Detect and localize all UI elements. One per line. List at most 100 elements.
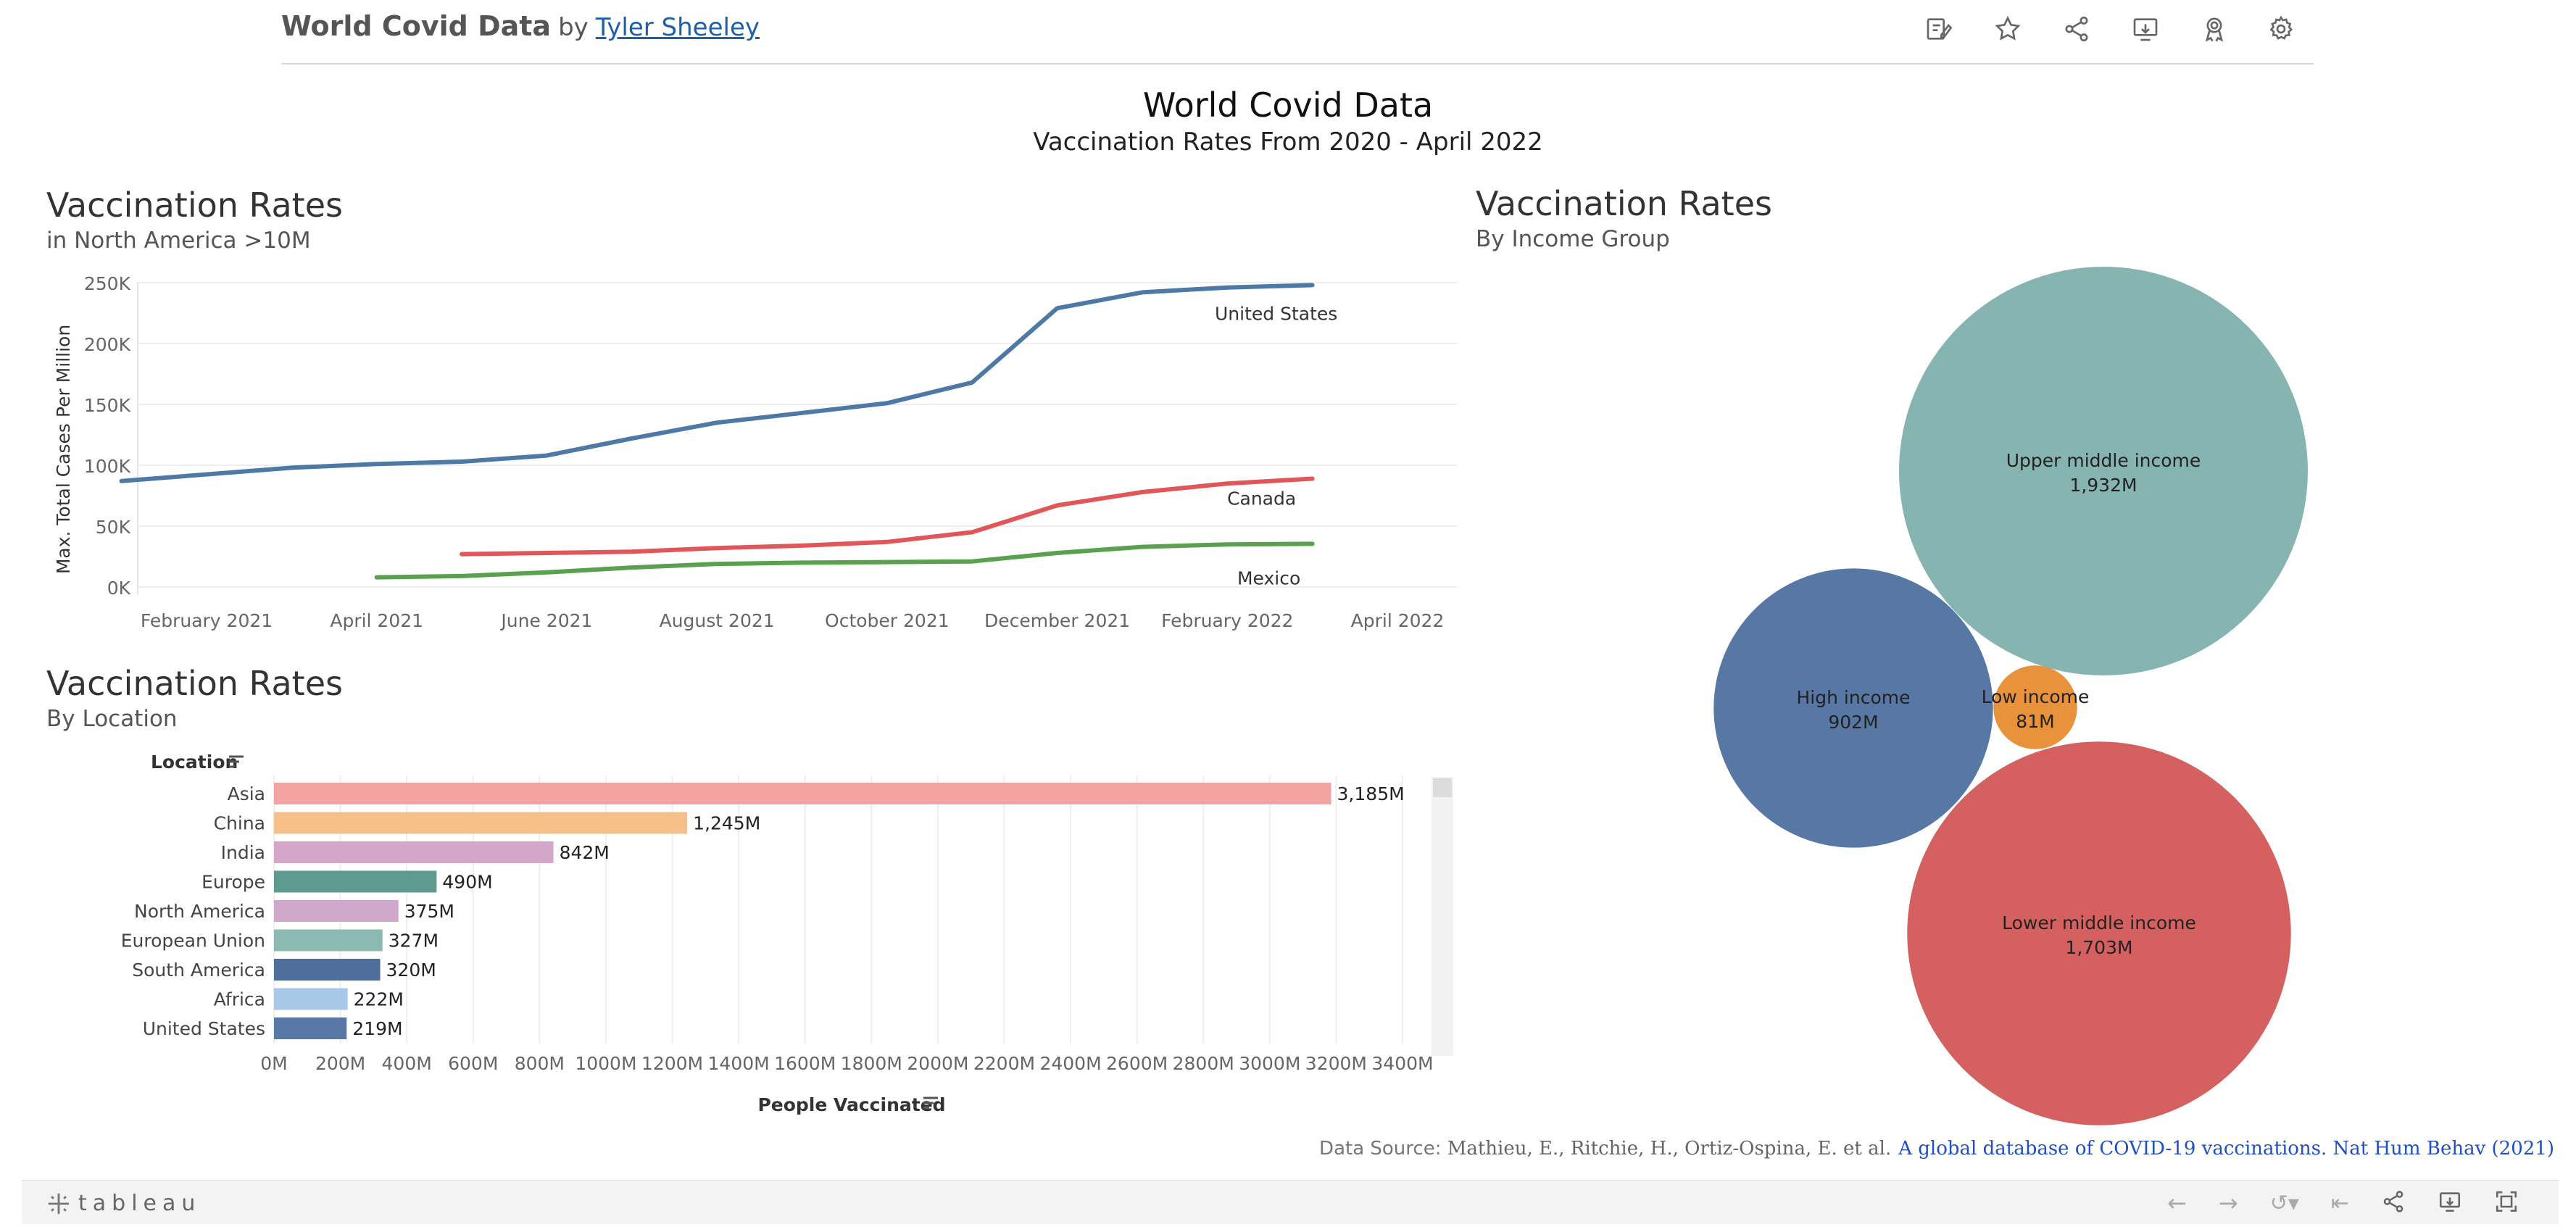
bar-header-location: Location	[151, 752, 238, 773]
bar-category-label: Europe	[201, 872, 265, 893]
bar-scrollbar-thumb[interactable]	[1433, 778, 1452, 797]
bar-x-tick: 1000M	[575, 1053, 636, 1074]
line-y-tick: 50K	[96, 517, 131, 538]
bar-value-label: 842M	[560, 842, 610, 863]
bar-x-tick: 2600M	[1106, 1053, 1168, 1074]
bar-category-label: United States	[143, 1018, 265, 1039]
series-line-united-states[interactable]	[119, 283, 1315, 483]
bubble-chart-title: Vaccination Rates	[1476, 184, 1772, 223]
by-label: by	[558, 13, 589, 42]
bar-x-tick: 2800M	[1173, 1053, 1234, 1074]
line-chart: 250K 200K 150K 100K 50K 0K Max. Total Cases Pe…	[53, 273, 1457, 631]
bar-x-label: People Vaccinated	[757, 1094, 945, 1115]
top-toolbar	[281, 0, 2314, 64]
tableau-logo-text: tableau	[78, 1191, 201, 1216]
bubble-value-label: 902M	[1828, 712, 1878, 733]
bubble-value-label: 1,932M	[2069, 475, 2137, 496]
bubble-low-income[interactable]	[1993, 665, 2077, 749]
line-chart-subtitle: in North America >10M	[46, 228, 311, 254]
bar-x-tick: 1600M	[774, 1053, 836, 1074]
bar-x-tick: 600M	[448, 1053, 498, 1074]
workbook-title-text: World Covid Data	[281, 10, 552, 42]
sort-icon[interactable]	[229, 755, 244, 768]
download-icon[interactable]	[2130, 13, 2161, 45]
line-y-tick: 250K	[84, 273, 131, 294]
gear-icon[interactable]	[2265, 13, 2297, 45]
bar-x-tick: 3200M	[1305, 1053, 1367, 1074]
edit-icon[interactable]	[1923, 13, 1955, 45]
revert-icon[interactable]: ↺▾	[2269, 1190, 2299, 1216]
tableau-logo-icon	[48, 1193, 70, 1214]
award-icon[interactable]	[2198, 13, 2230, 45]
bubble-upper-middle-income[interactable]	[1899, 267, 2308, 675]
bar-x-tick: 0M	[260, 1053, 287, 1074]
bubble-value-label: 1,703M	[2065, 937, 2132, 958]
tableau-logo[interactable]: tableau	[46, 1191, 201, 1216]
tableau-footer: tableau ← → ↺▾ ⇤	[22, 1180, 2559, 1224]
line-y-tick: 150K	[84, 395, 131, 416]
bar-value-label: 327M	[389, 931, 439, 952]
bubble-chart: Upper middle income 1,932M High income 902M…	[1713, 267, 2308, 1125]
bubble-high-income[interactable]	[1713, 568, 1993, 848]
line-x-tick: February 2021	[141, 610, 273, 631]
bar-value-label: 375M	[404, 901, 454, 922]
bar-india[interactable]	[274, 841, 554, 863]
bar-european-union[interactable]	[274, 929, 383, 952]
bar-north-america[interactable]	[274, 900, 399, 922]
line-x-tick: October 2021	[825, 610, 950, 631]
bar-x-tick: 1400M	[708, 1053, 770, 1074]
bar-x-tick: 400M	[382, 1053, 432, 1074]
share-icon[interactable]	[2061, 13, 2093, 45]
x-sort-icon[interactable]	[923, 1096, 938, 1110]
bar-south-america[interactable]	[274, 959, 381, 981]
redo-icon[interactable]: →	[2218, 1189, 2238, 1217]
line-x-tick: August 2021	[660, 610, 775, 631]
bar-x-tick: 2000M	[907, 1053, 968, 1074]
bar-value-label: 490M	[442, 872, 492, 893]
bar-category-label: European Union	[121, 931, 265, 952]
line-x-tick: June 2021	[499, 610, 592, 631]
bar-europe[interactable]	[274, 870, 437, 893]
author-link[interactable]: Tyler Sheeley	[595, 13, 760, 42]
series-line-mexico[interactable]	[374, 541, 1315, 580]
line-x-tick: February 2022	[1161, 610, 1293, 631]
data-source: Data Source: Mathieu, E., Ritchie, H., O…	[1319, 1138, 2554, 1160]
footer-share-icon[interactable]	[2381, 1189, 2406, 1217]
bubble-name-label: Lower middle income	[2002, 912, 2196, 933]
bar-x-tick: 1800M	[841, 1053, 902, 1074]
footer-controls: ← → ↺▾ ⇤	[2167, 1189, 2519, 1217]
series-label-mexico: Mexico	[1237, 567, 1300, 588]
bubble-name-label: Low income	[1982, 686, 2090, 707]
workbook-title: World Covid Data by Tyler Sheeley	[281, 10, 760, 42]
bar-category-label: South America	[132, 960, 265, 981]
bar-value-label: 320M	[386, 960, 436, 981]
bar-value-label: 1,245M	[693, 813, 760, 834]
bar-value-label: 222M	[354, 989, 404, 1010]
fullscreen-icon[interactable]	[2494, 1189, 2519, 1217]
bar-chart-title: Vaccination Rates	[46, 664, 343, 703]
reset-icon[interactable]: ⇤	[2330, 1190, 2349, 1216]
bar-category-label: Africa	[214, 989, 265, 1010]
line-chart-title: Vaccination Rates	[46, 186, 343, 225]
bar-scrollbar[interactable]	[1432, 777, 1453, 1056]
bubble-chart-subtitle: By Income Group	[1476, 226, 1670, 252]
bar-x-tick: 3400M	[1371, 1053, 1433, 1074]
bar-x-tick: 2200M	[973, 1053, 1035, 1074]
bar-x-tick: 2400M	[1039, 1053, 1101, 1074]
star-icon[interactable]	[1992, 13, 2024, 45]
bar-chart: Location 0M 200M 400M 600M 800M 1000M 1200M 1400…	[121, 752, 1453, 1115]
bar-africa[interactable]	[274, 988, 348, 1010]
footer-download-icon[interactable]	[2438, 1189, 2462, 1217]
series-label-canada: Canada	[1227, 488, 1296, 509]
bar-united-states[interactable]	[274, 1017, 347, 1039]
data-source-label: Data Source:	[1319, 1138, 1442, 1160]
data-source-link[interactable]: A global database of COVID-19 vaccinatio…	[1898, 1138, 2554, 1160]
bar-china[interactable]	[274, 812, 688, 834]
bubble-name-label: High income	[1797, 687, 1911, 708]
dashboard-subtitle: Vaccination Rates From 2020 - April 2022	[1033, 128, 1543, 157]
bar-asia[interactable]	[274, 783, 1331, 804]
bubble-lower-middle-income[interactable]	[1907, 741, 2291, 1125]
undo-icon[interactable]: ←	[2167, 1189, 2187, 1217]
series-line-canada[interactable]	[460, 476, 1315, 557]
bar-category-label: Asia	[228, 783, 265, 804]
